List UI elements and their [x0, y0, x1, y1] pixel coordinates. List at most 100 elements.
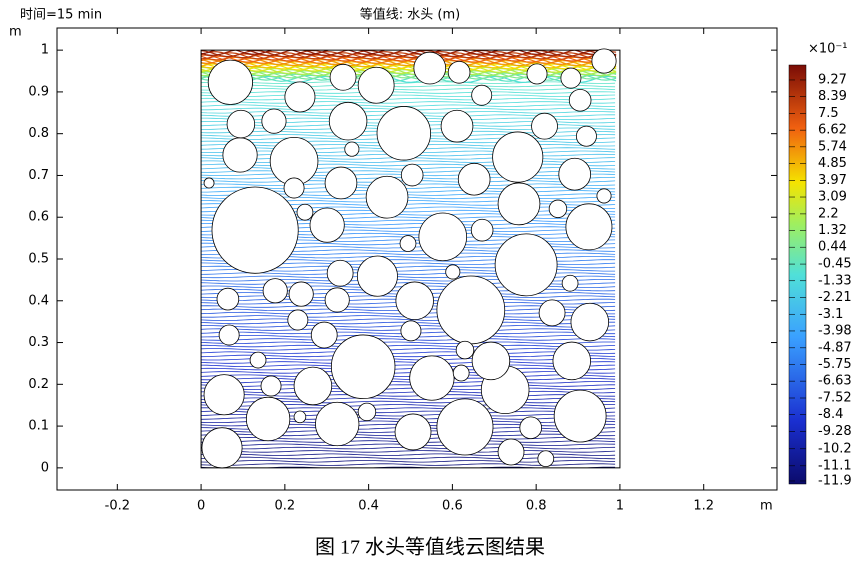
contour-line	[201, 81, 616, 84]
contour-line	[201, 351, 616, 354]
colorbar-tick-label: -4.87	[818, 340, 852, 355]
colorbar-tick-label: -5.75	[818, 357, 852, 372]
inclusion	[471, 341, 511, 381]
inclusion	[376, 106, 432, 161]
inclusion	[497, 182, 541, 226]
x-tick-label: 0	[197, 499, 205, 514]
colorbar-tick-label: 9.27	[818, 72, 847, 87]
contour-line	[201, 91, 616, 94]
contour-line	[201, 450, 616, 453]
contour-line	[201, 394, 616, 397]
inclusion	[565, 203, 613, 251]
colorbar-label: ×10⁻¹	[808, 42, 848, 57]
inclusion	[309, 207, 345, 243]
contour-line	[201, 84, 616, 88]
contour-line	[201, 104, 616, 107]
inclusion	[288, 281, 314, 307]
inclusion	[226, 109, 256, 139]
contour-line	[201, 371, 616, 374]
colorbar-tick-label: -0.45	[818, 257, 852, 272]
domain-boundary	[200, 49, 621, 469]
geometry	[200, 48, 621, 469]
inclusion	[222, 137, 258, 173]
inclusion	[356, 255, 398, 297]
caption: 图 17 水头等值线云图结果	[315, 536, 545, 559]
y-tick-label: 0.7	[28, 168, 49, 183]
inclusion	[452, 364, 470, 382]
inclusion	[207, 59, 254, 105]
colorbar-tick-label: -9.28	[818, 424, 852, 439]
colorbar-tick-label: -8.4	[818, 407, 843, 422]
inclusion	[471, 84, 493, 106]
y-tick-label: 0.3	[28, 335, 49, 350]
inclusion	[575, 125, 597, 147]
colorbar-tick-label: 2.2	[818, 206, 839, 221]
x-tick-label: 1	[616, 499, 624, 514]
chart-title: 等值线: 水头 (m)	[360, 7, 460, 23]
contour-line	[201, 101, 616, 104]
y-tick-label: 0.6	[28, 210, 49, 225]
contour-line	[201, 160, 616, 163]
inclusion	[324, 166, 358, 200]
y-tick-label: 0.2	[28, 377, 49, 392]
contour-line	[201, 344, 616, 348]
colorbar	[788, 64, 807, 485]
inclusion	[201, 427, 243, 469]
inclusion	[216, 287, 240, 311]
colorbar-tick-label: -1.33	[818, 273, 852, 288]
colorbar-tick-label: -2.21	[818, 290, 852, 305]
inclusion	[296, 203, 314, 221]
inclusion	[260, 375, 282, 397]
contour-line	[201, 374, 616, 377]
inclusion	[400, 163, 424, 187]
inclusion	[357, 66, 395, 104]
y-tick-label: 0.1	[28, 419, 49, 434]
contour-line	[201, 361, 616, 364]
y-tick-label: 0.9	[28, 84, 49, 99]
colorbar-tick-label: 0.44	[818, 240, 847, 255]
contour-line	[201, 348, 616, 351]
inclusion	[445, 264, 461, 280]
inclusion	[552, 341, 592, 381]
inclusion	[329, 63, 357, 91]
inclusion	[344, 141, 360, 157]
inclusion	[553, 389, 607, 443]
contour-line	[201, 463, 616, 466]
inclusion	[568, 88, 592, 112]
inclusion	[470, 218, 494, 242]
inclusion	[262, 278, 288, 304]
colorbar-tick-label: -3.1	[818, 307, 843, 322]
y-tick-label: 0	[41, 460, 49, 475]
contour-line	[201, 357, 616, 361]
inclusion	[218, 324, 240, 346]
y-tick-label: 0.8	[28, 126, 49, 141]
inclusion	[591, 48, 617, 74]
x-tick-label: 0.4	[358, 499, 379, 514]
contour-line	[201, 341, 616, 345]
inclusion	[548, 199, 568, 219]
inclusion	[492, 131, 544, 183]
colorbar-tick-label: -7.52	[818, 391, 852, 406]
inclusion	[326, 259, 354, 287]
y-tick-label: 0.4	[28, 293, 49, 308]
colorbar-tick-label: -10.2	[818, 441, 852, 456]
y-axis-label: m	[9, 25, 22, 40]
x-tick-label: -0.2	[105, 499, 130, 514]
inclusion	[455, 340, 475, 360]
inclusion	[203, 374, 245, 416]
inclusion	[310, 321, 338, 349]
inclusion	[436, 275, 506, 345]
inclusion	[324, 287, 350, 313]
inclusion	[284, 81, 316, 113]
inclusion	[447, 60, 471, 84]
x-tick-label: 0.6	[442, 499, 463, 514]
inclusion	[245, 396, 291, 442]
time-label: 时间=15 min	[20, 8, 102, 23]
inclusion	[570, 302, 610, 342]
colorbar-tick-label: -11.9	[818, 473, 852, 488]
colorbar-tick-label: 7.5	[818, 106, 839, 121]
x-axis-label: m	[760, 499, 773, 514]
inclusion	[261, 108, 287, 134]
inclusion	[519, 416, 543, 440]
